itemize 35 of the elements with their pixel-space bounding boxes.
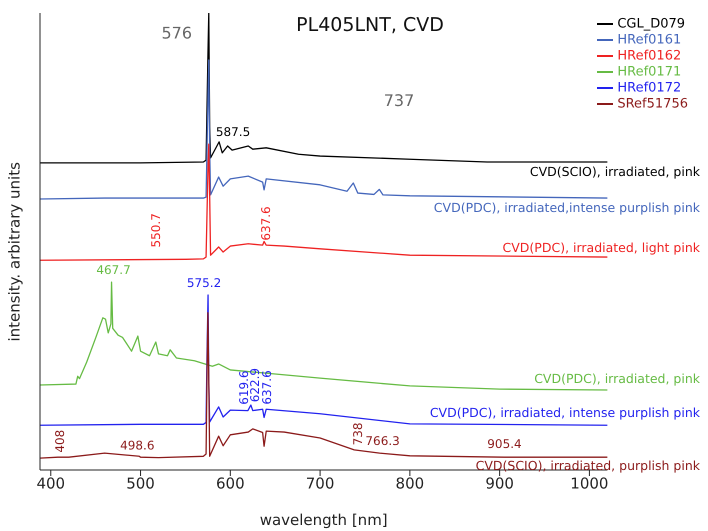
annotation: 738 — [351, 422, 366, 446]
annotation: 408 — [52, 430, 67, 453]
annotation: 550.7 — [149, 213, 164, 248]
annotation: 467.7 — [96, 263, 131, 278]
annotation: 575.2 — [186, 276, 222, 290]
x-tick-label: 700 — [306, 474, 334, 493]
x-tick-label: 800 — [396, 474, 424, 493]
chart-title: PL405LNT, CVD — [295, 14, 445, 36]
annotation: 905.4 — [487, 437, 522, 452]
legend-label: HRef0162 — [617, 48, 682, 64]
legend-label: CGL_D079 — [617, 16, 686, 32]
annotation: CVD(PDC), irradiated, pink — [534, 371, 700, 386]
legend-label: HRef0172 — [617, 80, 682, 96]
x-tick-label: 1000 — [570, 474, 608, 493]
annotation: 576 — [162, 24, 192, 42]
x-axis-title: wavelength [nm] — [260, 511, 388, 529]
x-tick-label: 600 — [216, 474, 245, 493]
legend-label: SRef51756 — [617, 96, 688, 112]
annotation: 737 — [384, 91, 414, 110]
x-tick-label: 400 — [36, 474, 66, 493]
annotation: CVD(PDC), irradiated, light pink — [502, 240, 700, 255]
annotation: 637.6 — [259, 206, 274, 241]
annotation: CVD(PDC), irradiated, intense purplish pink — [430, 405, 700, 420]
legend-label: HRef0161 — [617, 32, 682, 48]
annotation: 587.5 — [216, 124, 250, 139]
y-axis-title: intensity. arbitrary units — [5, 162, 24, 342]
annotation: CVD(SCIO), irradiated, purplish pink — [476, 458, 700, 473]
annotation: 766.3 — [365, 434, 400, 448]
annotation: 637.6 — [260, 370, 274, 405]
legend-label: HRef0171 — [617, 64, 682, 80]
annotation: CVD(SCIO), irradiated, pink — [530, 164, 700, 179]
x-tick-label: 900 — [485, 474, 514, 493]
x-tick-label: 500 — [126, 474, 155, 493]
annotation: 498.6 — [120, 438, 154, 452]
annotation: CVD(PDC), irradiated,intense purplish pink — [434, 200, 700, 215]
